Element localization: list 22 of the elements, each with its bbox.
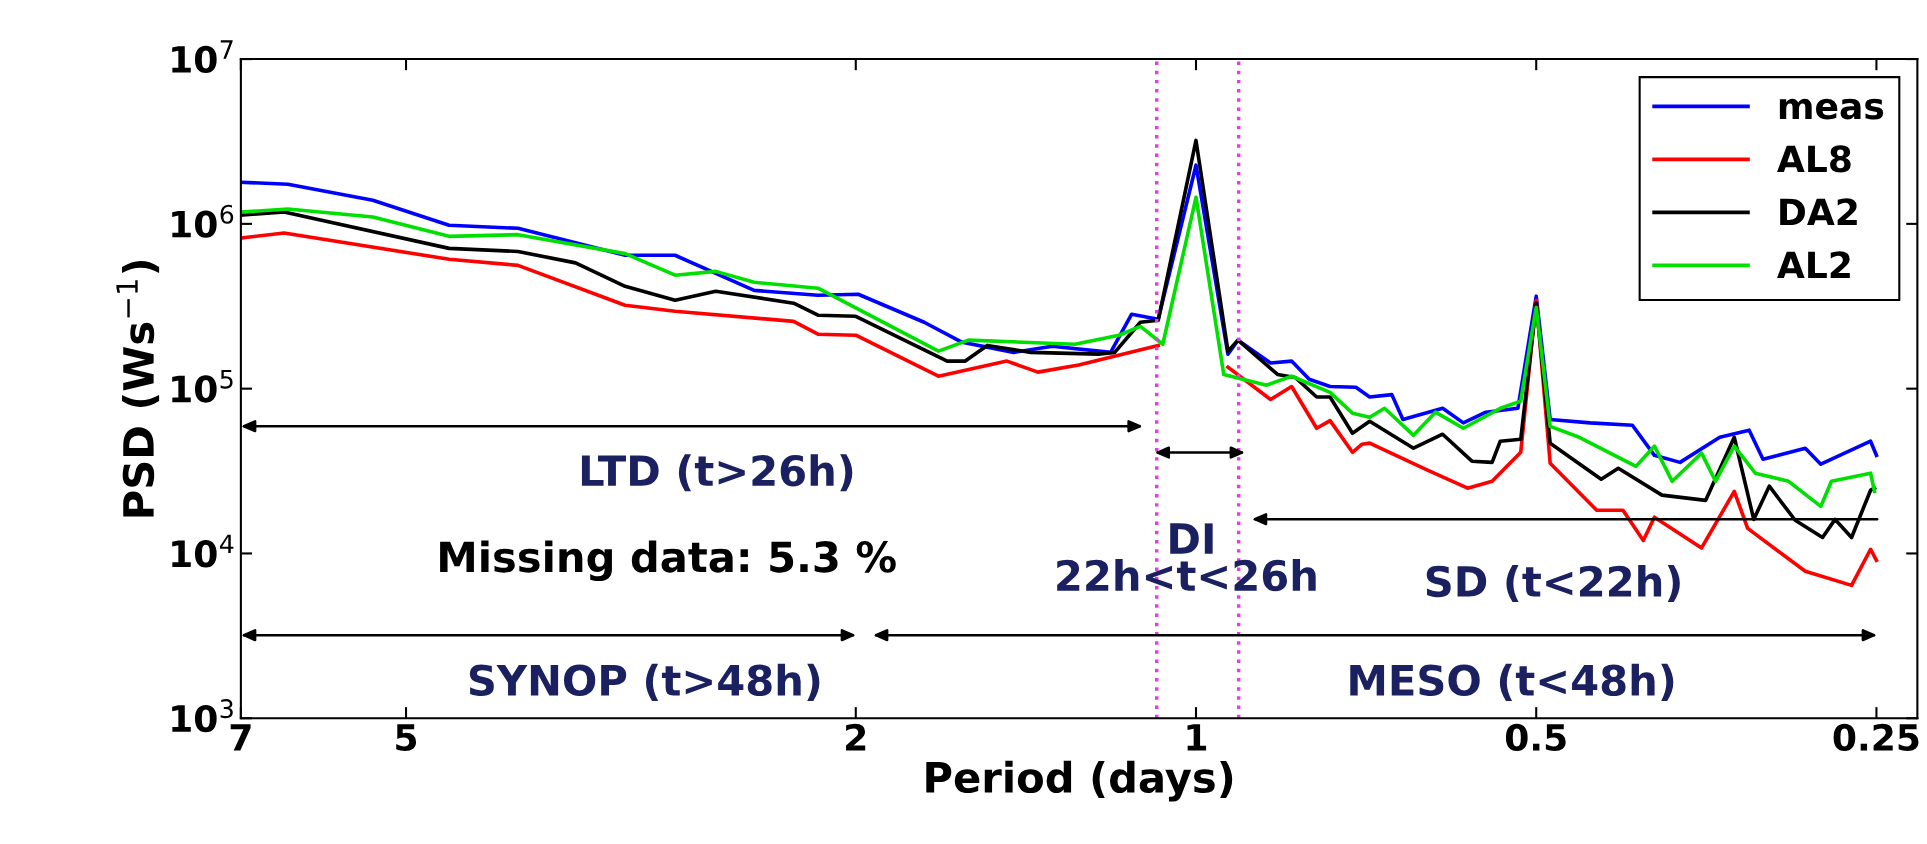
x-tick-label: 0.5 <box>1505 723 1566 752</box>
x-axis-title: Period (days) <box>926 760 1233 802</box>
y-tick-label: 10$^{6}$ <box>172 204 234 238</box>
y-axis-title: PSD (Ws$^{−1}$) <box>116 260 160 517</box>
y-tick-label: 10$^{5}$ <box>172 369 233 403</box>
y-tick-label: 10$^{7}$ <box>172 40 233 74</box>
legend-label: meas <box>1779 98 1884 120</box>
x-tick-label: 2 <box>846 723 866 751</box>
x-tick-label: 1 <box>1187 724 1207 751</box>
annotation: SD (t<22h) <box>1426 564 1680 603</box>
annotation: MESO (t<48h) <box>1350 663 1674 701</box>
annotation: SYNOP (t>48h) <box>469 663 820 701</box>
y-tick-label: 10$^{4}$ <box>172 534 234 568</box>
legend-label: AL8 <box>1777 145 1851 173</box>
x-tick-label: 5 <box>396 724 417 752</box>
annotation: 22h<t<26h <box>1057 559 1316 592</box>
annotation: LTD (t>26h) <box>581 454 853 492</box>
legend-label: AL2 <box>1777 251 1850 279</box>
legend-label: DA2 <box>1780 198 1857 226</box>
annotation: Missing data: 5.3 % <box>440 540 896 582</box>
annotation: DI <box>1170 523 1213 554</box>
x-tick-label: 0.25 <box>1833 723 1919 752</box>
